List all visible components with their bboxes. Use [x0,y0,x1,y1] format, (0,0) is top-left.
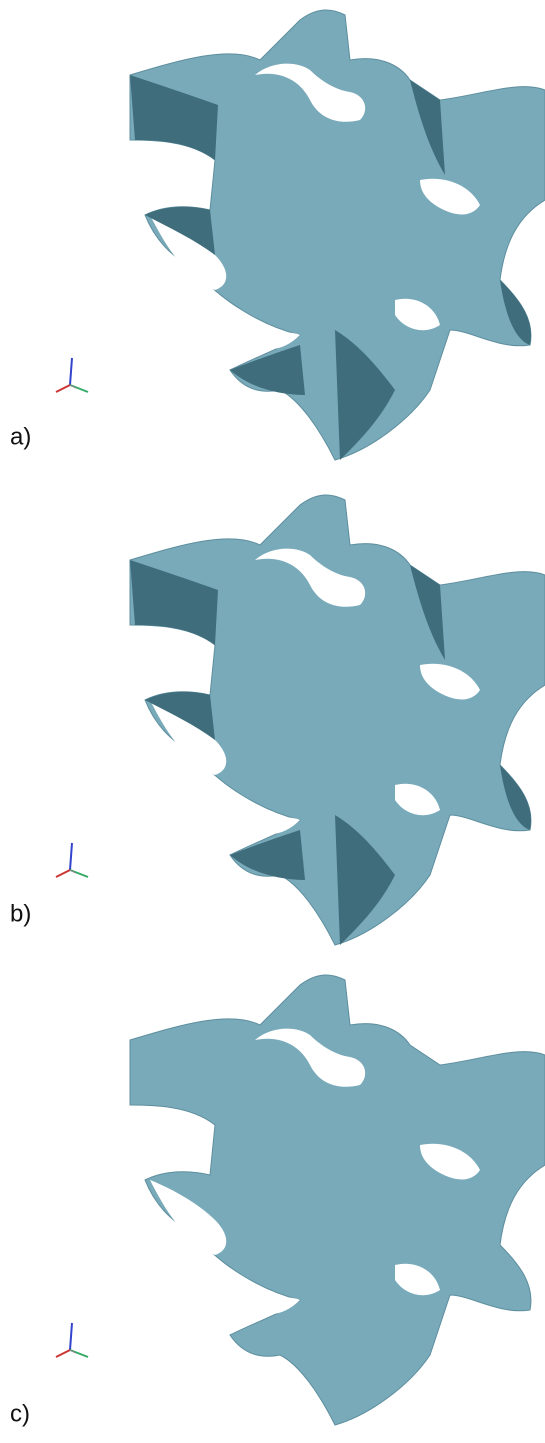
structure-render [129,974,545,1426]
panel-label: a) [10,423,31,450]
panel-c: c) [10,974,545,1427]
panel-b: b) [10,494,545,946]
axes-triad [55,842,89,878]
axes-triad [55,1322,89,1358]
axes-triad [55,357,89,393]
panel-a: a) [10,9,545,461]
panel-label: c) [10,1400,30,1427]
panel-label: b) [10,900,31,927]
